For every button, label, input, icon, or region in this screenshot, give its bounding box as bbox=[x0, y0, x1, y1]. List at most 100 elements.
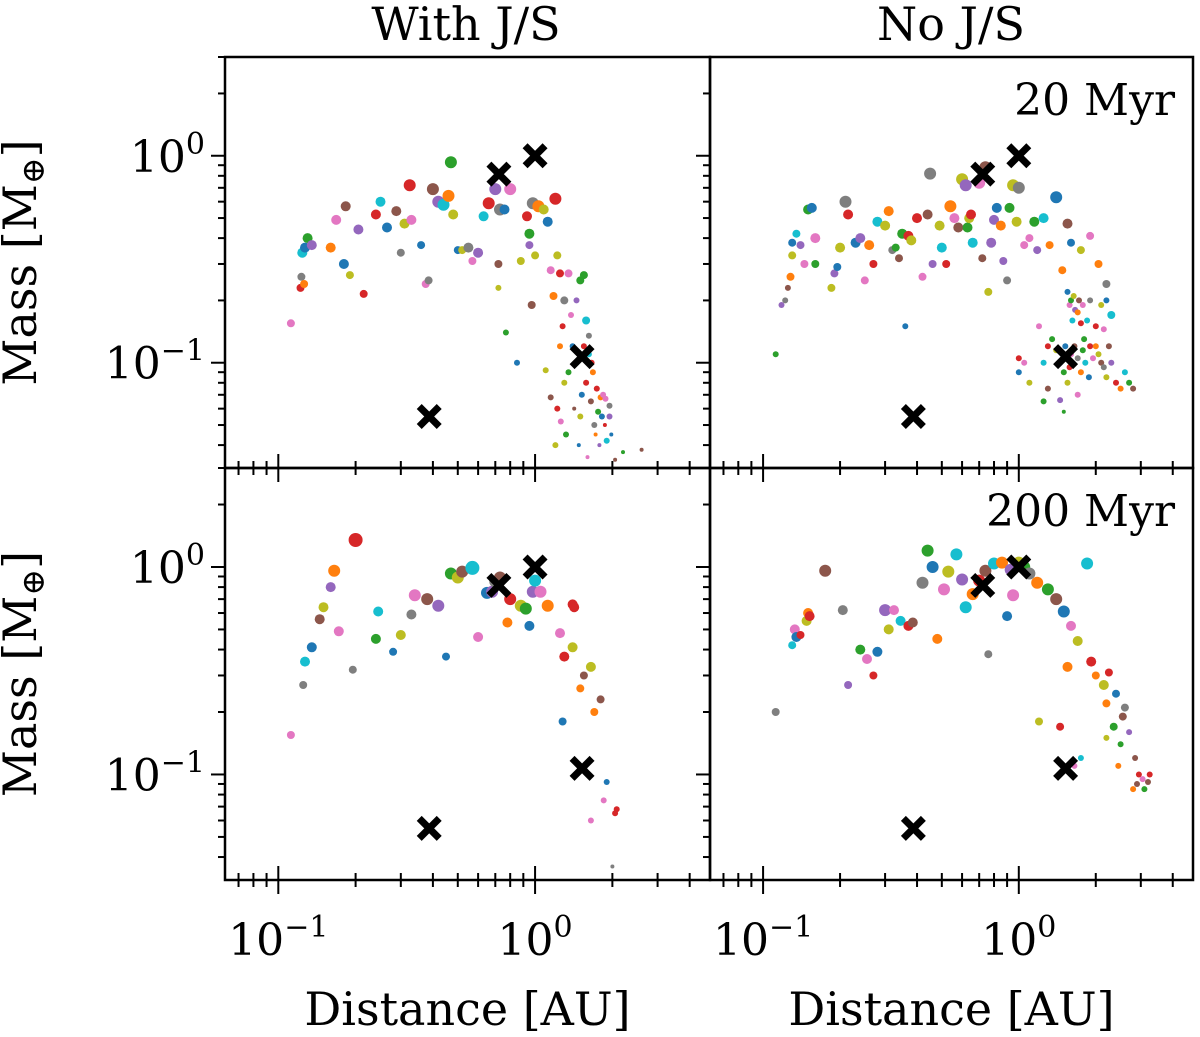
x-tick-label-1-base: 10 bbox=[498, 915, 554, 966]
scatter-point bbox=[1081, 557, 1094, 570]
x-tick-label-0.1-base: 10 bbox=[713, 915, 769, 966]
scatter-point bbox=[789, 624, 800, 635]
scatter-point bbox=[583, 379, 590, 386]
scatter-point bbox=[966, 209, 976, 220]
scatter-point bbox=[1056, 722, 1065, 731]
scatter-point bbox=[333, 626, 344, 637]
scatter-point bbox=[788, 251, 797, 260]
scatter-point bbox=[591, 422, 598, 428]
scatter-point bbox=[1135, 771, 1142, 778]
scatter-point bbox=[569, 602, 580, 613]
scatter-point bbox=[1112, 689, 1120, 698]
x-tick-label-0.1: 10−1 bbox=[228, 910, 328, 966]
scatter-point bbox=[473, 247, 484, 258]
scatter-point bbox=[557, 343, 563, 350]
scatter-point bbox=[1002, 611, 1013, 622]
scatter-point bbox=[1081, 336, 1088, 343]
scatter-point bbox=[318, 602, 329, 613]
planet-marker bbox=[569, 755, 595, 781]
scatter-point bbox=[567, 642, 578, 653]
scatter-point bbox=[788, 641, 797, 650]
y-axis-label: Mass [M⊕] bbox=[0, 551, 52, 797]
scatter-point bbox=[1074, 391, 1081, 398]
scatter-point bbox=[406, 214, 417, 225]
scatter-point bbox=[835, 242, 846, 253]
time-label: 20 Myr bbox=[1014, 75, 1176, 126]
scatter-point bbox=[1117, 385, 1124, 392]
scatter-point bbox=[986, 237, 997, 248]
scatter-point bbox=[587, 398, 594, 405]
scatter-point bbox=[1100, 364, 1107, 371]
scatter-point bbox=[796, 241, 805, 250]
scatter-point bbox=[934, 220, 945, 231]
y-axis-label-subscript: ⊕ bbox=[14, 569, 52, 596]
scatter-point bbox=[1070, 293, 1077, 299]
scatter-point bbox=[606, 413, 613, 420]
scatter-point bbox=[942, 260, 951, 268]
scatter-point bbox=[1044, 343, 1051, 350]
scatter-point bbox=[984, 650, 993, 659]
scatter-point bbox=[855, 644, 866, 655]
scatter-point bbox=[1015, 355, 1022, 362]
scatter-point bbox=[1031, 576, 1044, 589]
planet-marker bbox=[1006, 143, 1032, 169]
planet-marker bbox=[900, 403, 926, 429]
scatter-point bbox=[514, 359, 520, 366]
scatter-point bbox=[1098, 302, 1105, 308]
scatter-point bbox=[600, 797, 607, 804]
scatter-point bbox=[1050, 191, 1063, 204]
scatter-point bbox=[792, 229, 801, 238]
panel-frame bbox=[223, 55, 712, 470]
scatter-point bbox=[563, 431, 569, 438]
scatter-point bbox=[1058, 266, 1067, 275]
scatter-point bbox=[942, 565, 955, 578]
scatter-point bbox=[1021, 359, 1028, 366]
planet-marker bbox=[1053, 344, 1079, 370]
scatter-point bbox=[830, 269, 839, 278]
scatter-point bbox=[1126, 729, 1133, 736]
scatter-point bbox=[956, 573, 969, 586]
scatter-point bbox=[524, 620, 535, 631]
scatter-point bbox=[839, 195, 852, 208]
scatter-point bbox=[1050, 593, 1063, 606]
scatter-point bbox=[1107, 311, 1116, 319]
scatter-point bbox=[1109, 722, 1118, 731]
scatter-point bbox=[549, 292, 558, 300]
planet-marker bbox=[522, 554, 548, 580]
scatter-point bbox=[810, 233, 821, 244]
scatter-point bbox=[1007, 589, 1020, 602]
scatter-point bbox=[353, 224, 364, 235]
scatter-point bbox=[806, 202, 817, 213]
planet-marker bbox=[1053, 755, 1079, 781]
scatter-point bbox=[297, 272, 306, 281]
scatter-point bbox=[1084, 317, 1091, 324]
scatter-point bbox=[564, 269, 573, 278]
scatter-point bbox=[568, 312, 574, 318]
scatter-point bbox=[553, 251, 562, 260]
scatter-point bbox=[855, 233, 866, 244]
scatter-point bbox=[598, 413, 605, 420]
scatter-point bbox=[922, 209, 933, 220]
scatter-point bbox=[547, 394, 554, 401]
scatter-point bbox=[1077, 369, 1084, 376]
scatter-point bbox=[938, 583, 950, 596]
panel-frame bbox=[708, 466, 1195, 882]
scatter-point bbox=[1100, 326, 1107, 333]
planet-marker bbox=[486, 572, 512, 598]
scatter-point bbox=[603, 437, 610, 444]
scatter-point bbox=[891, 243, 900, 252]
scatter-point bbox=[602, 395, 609, 402]
scatter-point bbox=[1049, 336, 1056, 343]
ticks bbox=[696, 56, 1174, 482]
scatter-point bbox=[576, 684, 585, 693]
scatter-point bbox=[1036, 323, 1042, 330]
scatter-point bbox=[556, 269, 564, 278]
x-tick-label-1: 100 bbox=[498, 910, 573, 966]
scatter-point bbox=[906, 235, 917, 246]
scatter-point bbox=[1082, 359, 1089, 366]
scatter-point bbox=[895, 254, 903, 263]
scatter-point bbox=[406, 609, 417, 620]
scatter-point bbox=[542, 216, 553, 227]
planet-marker bbox=[416, 815, 442, 841]
